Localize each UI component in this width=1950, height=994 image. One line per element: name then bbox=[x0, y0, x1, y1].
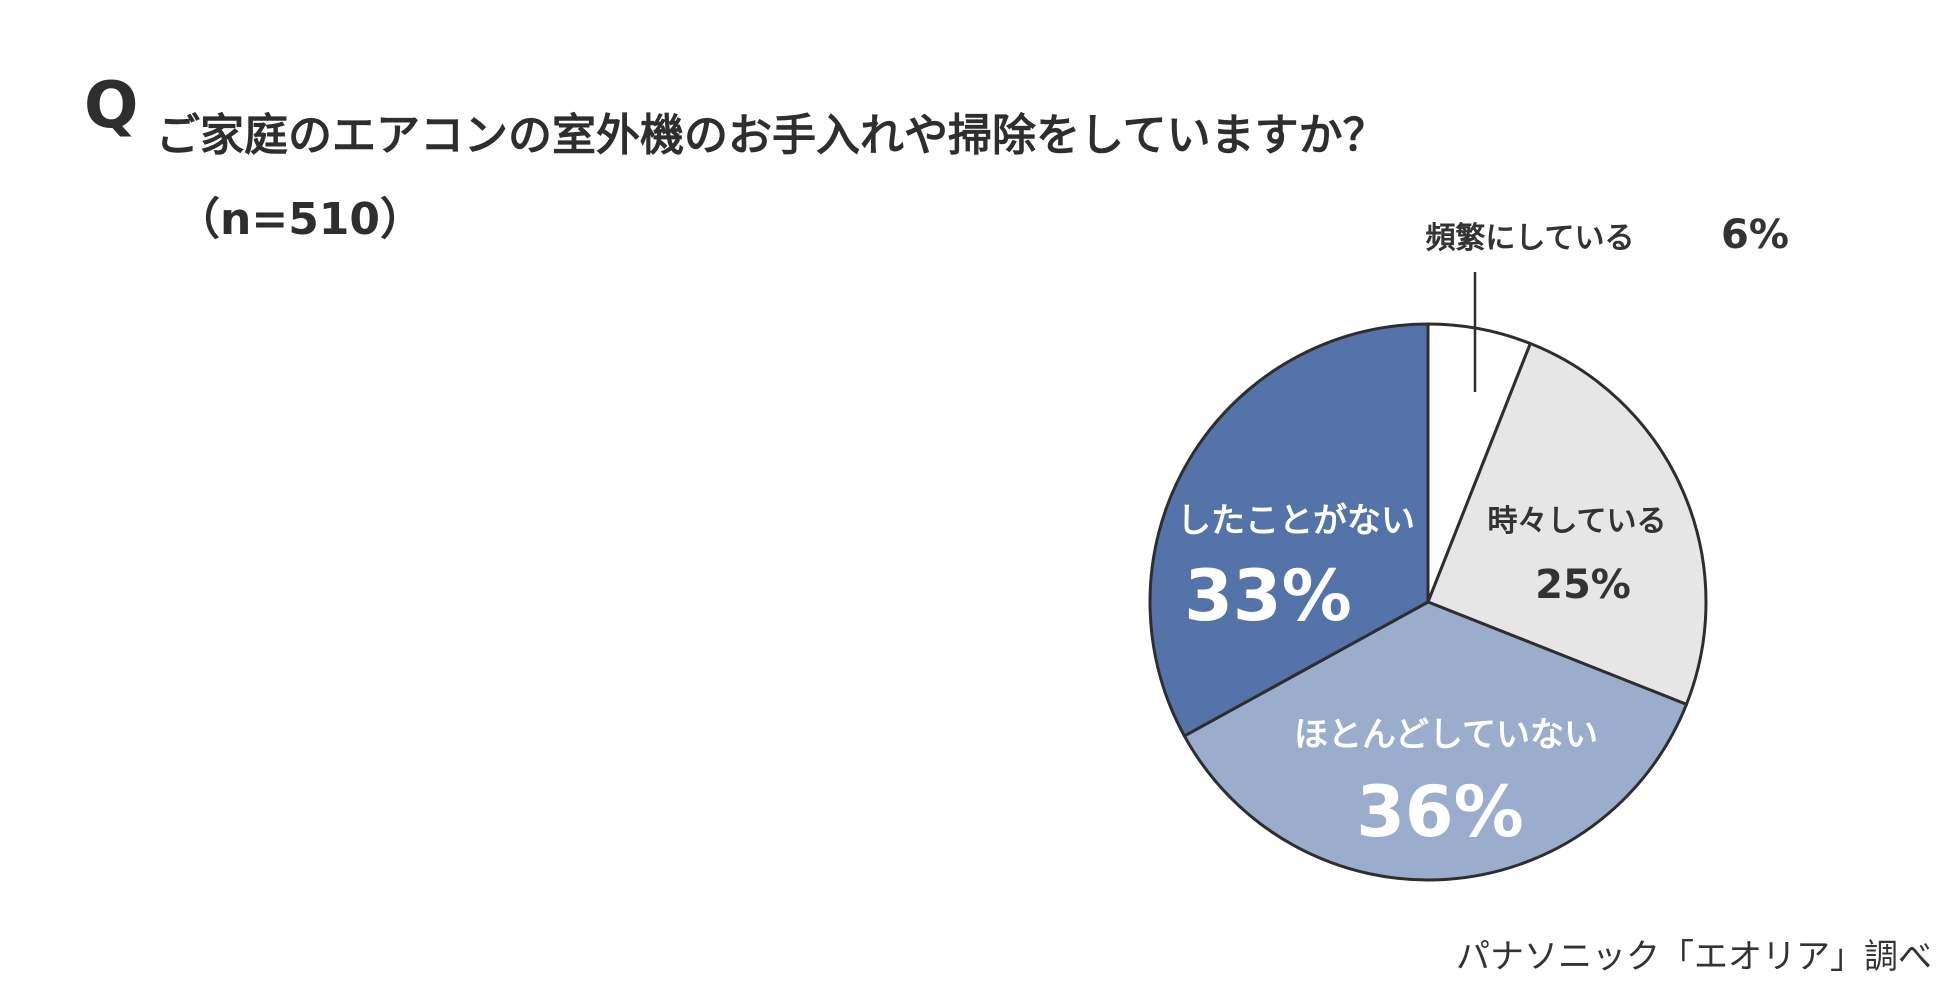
pie-slice bbox=[1426, 342, 1708, 706]
pie-slice bbox=[1182, 600, 1688, 882]
question-text: ご家庭のエアコンの室外機のお手入れや掃除をしていますか？ bbox=[156, 110, 1387, 161]
slice-label: ほとんどしていない bbox=[1294, 715, 1598, 755]
slice-label: 頻繁にしている bbox=[1425, 221, 1634, 256]
question-marker: Q bbox=[84, 69, 139, 143]
sample-size: （n=510） bbox=[176, 194, 425, 245]
source-credit: パナソニック「エオリア」調べ bbox=[1456, 937, 1932, 977]
pie-slice bbox=[1148, 322, 1430, 738]
slice-label: 時々している bbox=[1487, 504, 1666, 539]
pie-labels: 頻繁にしている 6% 時々している 25% ほとんどしていない 36% したことがない 33% bbox=[1177, 212, 1789, 853]
slice-value-label: 33% bbox=[1184, 555, 1352, 637]
slice-value-label: 36% bbox=[1356, 771, 1524, 853]
slice-value-label: 6% bbox=[1721, 212, 1789, 258]
slice-label: したことがない bbox=[1177, 501, 1415, 541]
pie-slices bbox=[1148, 322, 1708, 882]
slice-value-label: 25% bbox=[1535, 562, 1631, 608]
